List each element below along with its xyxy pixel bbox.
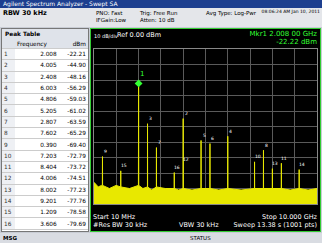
html-text:-69.40: -69.40 bbox=[67, 141, 86, 148]
html-text:-59.03: -59.03 bbox=[67, 96, 86, 103]
html-text:8: 8 bbox=[4, 130, 8, 137]
html-text:Stop 10.000 GHz: Stop 10.000 GHz bbox=[262, 213, 317, 221]
html-text:Sweep 13.38 s (1001 pts): Sweep 13.38 s (1001 pts) bbox=[233, 221, 317, 229]
svg-text:3: 3 bbox=[149, 116, 152, 121]
svg-text:14: 14 bbox=[299, 162, 305, 167]
html-text:2.408: 2.408 bbox=[40, 73, 57, 80]
html-text:IFGain:Low: IFGain:Low bbox=[96, 16, 127, 23]
html-text:1.209: 1.209 bbox=[40, 209, 57, 216]
html-text:dBm: dBm bbox=[72, 40, 86, 47]
html-text:12: 12 bbox=[4, 175, 12, 182]
html-text:7.203: 7.203 bbox=[40, 152, 57, 159]
html-text:-44.90: -44.90 bbox=[67, 62, 86, 69]
html-text:Peak Table: Peak Table bbox=[5, 31, 41, 37]
html-text:Frequency: Frequency bbox=[17, 40, 47, 47]
html-text:-74.51: -74.51 bbox=[67, 175, 86, 182]
html-text:5: 5 bbox=[4, 96, 8, 103]
html-text:-65.29: -65.29 bbox=[67, 130, 86, 137]
html-text:13: 13 bbox=[4, 186, 12, 193]
html-text:7.602: 7.602 bbox=[40, 130, 57, 137]
svg-text:5: 5 bbox=[203, 133, 206, 138]
html-text:7: 7 bbox=[4, 118, 8, 125]
html-text:#Res BW 30 kHz: #Res BW 30 kHz bbox=[93, 221, 148, 229]
svg-text:16: 16 bbox=[174, 165, 180, 170]
html-text:3: 3 bbox=[4, 73, 8, 80]
html-text:MSG: MSG bbox=[3, 235, 17, 241]
html-text:16: 16 bbox=[4, 220, 12, 227]
html-text:-77.23: -77.23 bbox=[67, 186, 86, 193]
svg-text:4: 4 bbox=[229, 129, 232, 134]
html-text:8.002: 8.002 bbox=[40, 186, 57, 193]
html-text:Trig: Free Run: Trig: Free Run bbox=[140, 10, 178, 16]
html-text:10: 10 bbox=[4, 152, 12, 159]
html-text:-22.22 dBm: -22.22 dBm bbox=[276, 38, 317, 46]
html-text:10 dB/divRef 0.00 dBm: 10 dB/divRef 0.00 dBm bbox=[94, 31, 161, 39]
svg-text:1: 1 bbox=[140, 70, 144, 78]
html-text:9.201: 9.201 bbox=[40, 198, 57, 204]
svg-text:12: 12 bbox=[183, 157, 189, 162]
html-text:-79.69: -79.69 bbox=[67, 220, 86, 227]
html-text:Avg Type: Log-Pwr: Avg Type: Log-Pwr bbox=[206, 10, 257, 16]
html-text:2.008: 2.008 bbox=[40, 51, 57, 58]
html-text:Atten: 10 dB: Atten: 10 dB bbox=[140, 16, 175, 23]
html-text:0.390: 0.390 bbox=[40, 141, 57, 148]
html-text:6.003: 6.003 bbox=[40, 85, 57, 91]
svg-text:7: 7 bbox=[158, 140, 161, 145]
html-text:11: 11 bbox=[4, 164, 12, 171]
html-text:PNO: Fast: PNO: Fast bbox=[96, 10, 123, 16]
html-text:-56.29: -56.29 bbox=[67, 85, 86, 91]
html-text:4.006: 4.006 bbox=[40, 175, 57, 182]
html-text:6: 6 bbox=[4, 107, 8, 114]
svg-text:6: 6 bbox=[211, 136, 214, 141]
html-text:1: 1 bbox=[4, 51, 8, 58]
html-text:-72.79: -72.79 bbox=[67, 152, 86, 159]
html-text:Agilent Spectrum Analyzer - Sw: Agilent Spectrum Analyzer - Swept SA bbox=[3, 0, 118, 7]
html-text:2: 2 bbox=[4, 62, 8, 69]
html-text:-61.02: -61.02 bbox=[67, 107, 86, 114]
svg-text:2: 2 bbox=[185, 111, 188, 116]
html-text:08:06:24 AM Jan 10, 2011: 08:06:24 AM Jan 10, 2011 bbox=[261, 9, 320, 14]
html-text:-78.58: -78.58 bbox=[67, 209, 86, 216]
html-text:Start 10 MHz: Start 10 MHz bbox=[93, 213, 136, 221]
html-text:4.806: 4.806 bbox=[40, 96, 57, 103]
svg-text:11: 11 bbox=[281, 156, 287, 161]
html-text:4.005: 4.005 bbox=[40, 62, 57, 69]
svg-text:15: 15 bbox=[121, 163, 127, 168]
html-text:-73.72: -73.72 bbox=[67, 164, 86, 171]
html-text:STATUS: STATUS bbox=[190, 235, 211, 241]
html-text:RBW 30 kHz: RBW 30 kHz bbox=[3, 9, 47, 17]
html-text:15: 15 bbox=[4, 209, 12, 216]
html-text:-22.21: -22.21 bbox=[67, 51, 86, 58]
html-text:VBW 30 kHz: VBW 30 kHz bbox=[179, 221, 219, 229]
html-text:4: 4 bbox=[4, 85, 8, 91]
html-text:5.205: 5.205 bbox=[40, 107, 57, 114]
html-text:3.606: 3.606 bbox=[40, 220, 57, 227]
html-text:-63.59: -63.59 bbox=[67, 118, 86, 125]
svg-text:10: 10 bbox=[255, 154, 261, 159]
svg-text:8: 8 bbox=[265, 143, 268, 148]
html-text:14: 14 bbox=[4, 198, 12, 204]
html-text:-48.16: -48.16 bbox=[67, 73, 86, 80]
html-text:2.807: 2.807 bbox=[40, 118, 57, 125]
html-text:Mkr1 2.008 00 GHz: Mkr1 2.008 00 GHz bbox=[249, 30, 317, 38]
html-text:9: 9 bbox=[4, 141, 8, 148]
html-text:-77.76: -77.76 bbox=[67, 198, 86, 204]
svg-text:9: 9 bbox=[104, 149, 107, 154]
svg-text:13: 13 bbox=[272, 161, 278, 166]
html-text:8.404: 8.404 bbox=[40, 164, 57, 171]
